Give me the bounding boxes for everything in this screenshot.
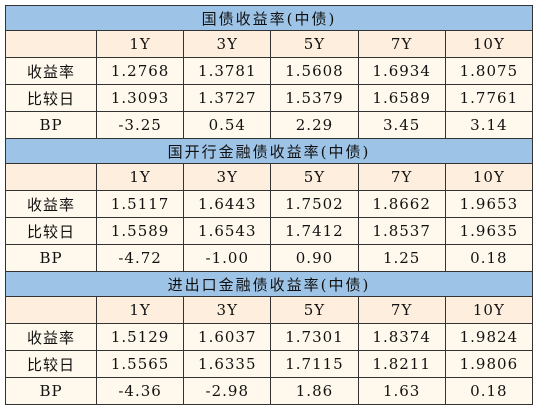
value-cell: 1.25 (357, 244, 446, 272)
column-header: 1Y (95, 30, 185, 58)
value-cell: 0.18 (444, 244, 534, 272)
value-cell: 1.6443 (183, 190, 272, 218)
value-cell: -2.98 (183, 377, 272, 405)
value-cell: 1.5565 (95, 350, 185, 378)
value-cell: 1.7412 (270, 217, 359, 245)
value-cell: 1.5589 (95, 217, 185, 245)
value-cell: -4.72 (95, 244, 185, 272)
column-header: 5Y (270, 163, 359, 191)
row-label: 收益率 (5, 57, 97, 85)
data-row: 收益率 1.5129 1.6037 1.7301 1.8374 1.9824 (5, 323, 534, 351)
value-cell: 1.9806 (444, 350, 534, 378)
value-cell: 1.3781 (183, 57, 272, 85)
value-cell: 1.5379 (270, 84, 359, 112)
column-header: 5Y (270, 296, 359, 324)
data-row: 比较日 1.3093 1.3727 1.5379 1.6589 1.7761 (5, 84, 534, 112)
value-cell: 1.6589 (357, 84, 446, 112)
value-cell: 1.3093 (95, 84, 185, 112)
column-header: 10Y (444, 30, 534, 58)
value-cell: 1.7301 (270, 323, 359, 351)
value-cell: 1.8537 (357, 217, 446, 245)
section-title-row: 进出口金融债收益率(中债) (5, 271, 533, 297)
row-label: 比较日 (5, 84, 97, 112)
value-cell: 1.8662 (357, 190, 446, 218)
value-cell: 1.7502 (270, 190, 359, 218)
data-row: 比较日 1.5589 1.6543 1.7412 1.8537 1.9635 (5, 217, 534, 245)
row-label: BP (5, 111, 97, 139)
column-header: 1Y (95, 296, 185, 324)
column-header: 10Y (444, 296, 534, 324)
corner-cell (5, 163, 97, 191)
value-cell: 1.9653 (444, 190, 534, 218)
header-row: 1Y 3Y 5Y 7Y 10Y (5, 163, 534, 191)
row-label: BP (5, 244, 97, 272)
section-title: 进出口金融债收益率(中债) (5, 271, 533, 297)
value-cell: 1.63 (357, 377, 446, 405)
column-header: 3Y (183, 163, 272, 191)
column-header: 5Y (270, 30, 359, 58)
section-title: 国开行金融债收益率(中债) (5, 138, 533, 164)
data-row: 收益率 1.2768 1.3781 1.5608 1.6934 1.8075 (5, 57, 534, 85)
value-cell: 0.54 (183, 111, 272, 139)
value-cell: 1.6335 (183, 350, 272, 378)
row-label: 收益率 (5, 323, 97, 351)
value-cell: 0.90 (270, 244, 359, 272)
value-cell: -4.36 (95, 377, 185, 405)
value-cell: 2.29 (270, 111, 359, 139)
column-header: 10Y (444, 163, 534, 191)
data-row: BP -4.72 -1.00 0.90 1.25 0.18 (5, 244, 534, 272)
value-cell: 1.86 (270, 377, 359, 405)
column-header: 7Y (357, 30, 446, 58)
value-cell: 1.5608 (270, 57, 359, 85)
data-row: 收益率 1.5117 1.6443 1.7502 1.8662 1.9653 (5, 190, 534, 218)
value-cell: 1.8075 (444, 57, 534, 85)
value-cell: 1.5117 (95, 190, 185, 218)
data-row: BP -4.36 -2.98 1.86 1.63 0.18 (5, 377, 534, 405)
section-title: 国债收益率(中债) (5, 5, 533, 31)
column-header: 3Y (183, 30, 272, 58)
row-label: 比较日 (5, 217, 97, 245)
corner-cell (5, 30, 97, 58)
value-cell: 1.6934 (357, 57, 446, 85)
row-label: 比较日 (5, 350, 97, 378)
value-cell: 1.7115 (270, 350, 359, 378)
section-title-row: 国开行金融债收益率(中债) (5, 138, 533, 164)
value-cell: 3.14 (444, 111, 534, 139)
row-label: BP (5, 377, 97, 405)
yield-table: 国债收益率(中债) 1Y 3Y 5Y 7Y 10Y 收益率 1.2768 1.3781 1.560… (5, 5, 534, 405)
header-row: 1Y 3Y 5Y 7Y 10Y (5, 30, 534, 58)
column-header: 7Y (357, 296, 446, 324)
data-row: BP -3.25 0.54 2.29 3.45 3.14 (5, 111, 534, 139)
value-cell: 1.6037 (183, 323, 272, 351)
section-title-row: 国债收益率(中债) (5, 5, 533, 31)
value-cell: 1.9635 (444, 217, 534, 245)
value-cell: -1.00 (183, 244, 272, 272)
column-header: 3Y (183, 296, 272, 324)
value-cell: 1.6543 (183, 217, 272, 245)
value-cell: 1.3727 (183, 84, 272, 112)
row-label: 收益率 (5, 190, 97, 218)
column-header: 7Y (357, 163, 446, 191)
data-row: 比较日 1.5565 1.6335 1.7115 1.8211 1.9806 (5, 350, 534, 378)
value-cell: 0.18 (444, 377, 534, 405)
value-cell: 1.5129 (95, 323, 185, 351)
value-cell: 1.2768 (95, 57, 185, 85)
value-cell: 1.8211 (357, 350, 446, 378)
value-cell: 1.7761 (444, 84, 534, 112)
value-cell: 3.45 (357, 111, 446, 139)
column-header: 1Y (95, 163, 185, 191)
value-cell: 1.8374 (357, 323, 446, 351)
value-cell: 1.9824 (444, 323, 534, 351)
corner-cell (5, 296, 97, 324)
value-cell: -3.25 (95, 111, 185, 139)
header-row: 1Y 3Y 5Y 7Y 10Y (5, 296, 534, 324)
